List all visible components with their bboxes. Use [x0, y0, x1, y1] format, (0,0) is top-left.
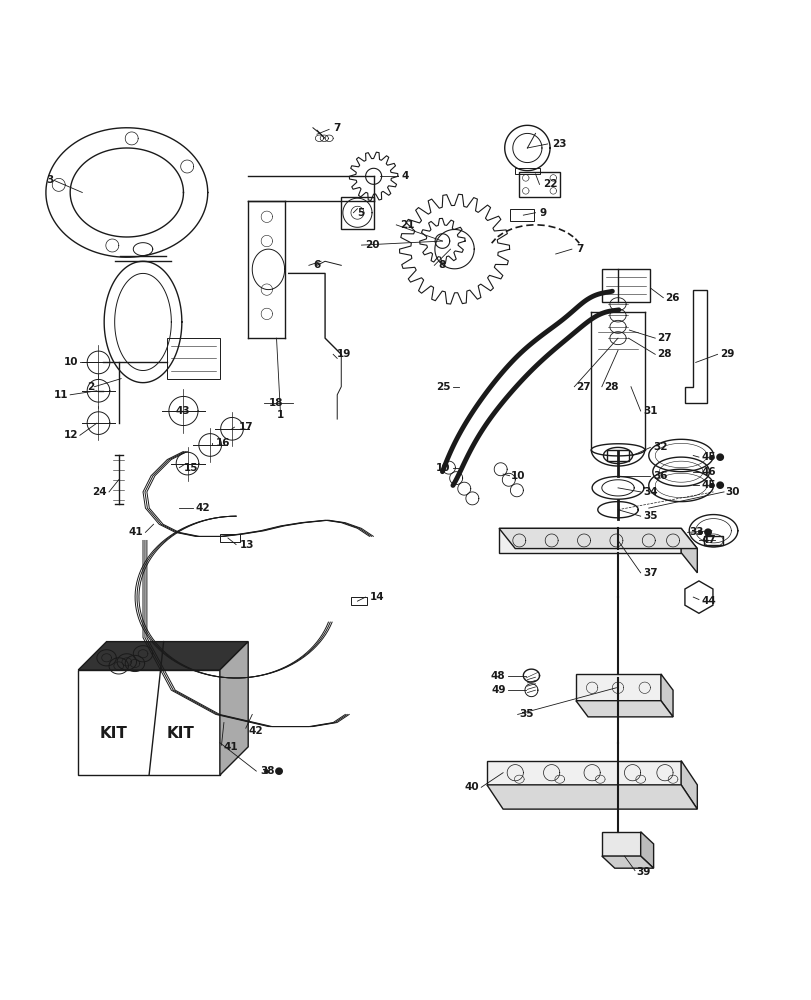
Text: 41: 41: [128, 527, 143, 537]
Text: 48: 48: [491, 671, 505, 681]
Text: 10: 10: [64, 357, 78, 367]
Polygon shape: [78, 670, 220, 775]
Polygon shape: [601, 856, 653, 868]
Text: 28: 28: [656, 349, 671, 359]
Text: 19: 19: [337, 349, 351, 359]
Text: 1: 1: [277, 410, 284, 420]
Polygon shape: [575, 674, 660, 701]
Text: 7: 7: [333, 123, 340, 133]
Text: 20: 20: [365, 240, 380, 250]
Text: 11: 11: [54, 390, 68, 400]
Polygon shape: [660, 674, 672, 717]
Text: 10: 10: [511, 471, 525, 481]
Text: 42: 42: [248, 726, 263, 736]
Text: 41: 41: [224, 742, 238, 752]
Text: 49: 49: [491, 685, 505, 695]
Text: 45●: 45●: [701, 452, 724, 462]
Text: 22: 22: [543, 179, 557, 189]
Text: KIT: KIT: [166, 726, 194, 741]
Text: 39: 39: [636, 867, 650, 877]
Text: 2: 2: [87, 382, 94, 392]
Text: 42: 42: [195, 503, 210, 513]
Text: 37: 37: [642, 568, 657, 578]
Text: 47: 47: [701, 535, 715, 545]
Text: 13: 13: [240, 540, 255, 550]
Text: 32: 32: [652, 442, 667, 452]
Text: 25: 25: [436, 382, 450, 392]
Text: 28: 28: [603, 382, 618, 392]
Polygon shape: [487, 761, 680, 785]
Text: 5: 5: [357, 208, 364, 218]
Text: 23: 23: [551, 139, 565, 149]
Text: 17: 17: [238, 422, 253, 432]
Text: 4: 4: [401, 171, 409, 181]
Text: 27: 27: [656, 333, 671, 343]
Text: 35: 35: [519, 709, 533, 719]
Polygon shape: [575, 701, 672, 717]
Text: 33●: 33●: [689, 527, 712, 537]
Text: 21: 21: [400, 220, 414, 230]
Text: 8: 8: [438, 260, 445, 270]
Text: KIT: KIT: [100, 726, 127, 741]
Text: 34: 34: [642, 487, 657, 497]
Polygon shape: [350, 597, 367, 605]
Text: 27: 27: [575, 382, 590, 392]
Text: 3: 3: [47, 175, 54, 185]
Text: 38●: 38●: [260, 766, 284, 776]
Polygon shape: [220, 642, 248, 775]
Text: 14: 14: [369, 592, 384, 602]
Polygon shape: [601, 832, 640, 856]
Text: 7: 7: [575, 244, 582, 254]
Polygon shape: [640, 832, 653, 868]
Text: 31: 31: [642, 406, 657, 416]
Text: 26: 26: [664, 293, 679, 303]
Polygon shape: [499, 528, 680, 553]
Text: 18: 18: [268, 398, 282, 408]
Text: 43: 43: [175, 406, 190, 416]
Polygon shape: [680, 528, 697, 573]
Text: 24: 24: [92, 487, 106, 497]
Polygon shape: [680, 761, 697, 809]
Polygon shape: [487, 785, 697, 809]
Text: 6: 6: [312, 260, 320, 270]
Text: 16: 16: [216, 438, 230, 448]
Text: 15: 15: [183, 463, 198, 473]
Polygon shape: [606, 450, 629, 461]
Text: 46: 46: [701, 467, 715, 477]
Text: 40: 40: [464, 782, 478, 792]
Text: 9: 9: [539, 208, 546, 218]
Text: 29: 29: [719, 349, 733, 359]
Text: 44: 44: [701, 596, 715, 606]
Text: 10: 10: [436, 463, 450, 473]
Text: 45●: 45●: [701, 480, 724, 490]
Polygon shape: [78, 642, 248, 670]
Text: 30: 30: [725, 487, 740, 497]
Text: 35: 35: [642, 511, 657, 521]
Text: 36: 36: [652, 471, 667, 481]
Polygon shape: [499, 528, 697, 549]
Polygon shape: [220, 534, 240, 542]
Text: 12: 12: [64, 430, 78, 440]
